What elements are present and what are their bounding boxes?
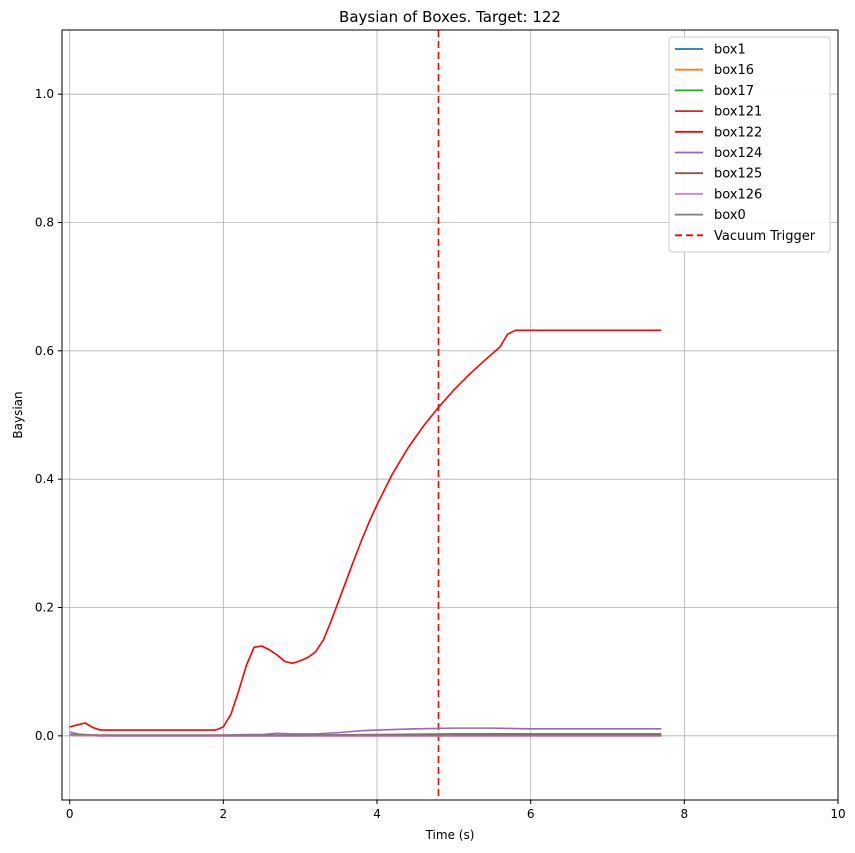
x-tick-label: 2 bbox=[220, 807, 228, 821]
x-tick-label: 4 bbox=[373, 807, 381, 821]
legend-label: box17 bbox=[714, 84, 754, 99]
y-tick-label: 0.6 bbox=[35, 344, 54, 358]
axis-ticks: 0 2 4 6 8 10 0.0 0.2 0.4 0.6 0.8 1.0 bbox=[35, 87, 846, 821]
x-tick-label: 8 bbox=[681, 807, 689, 821]
x-tick-label: 0 bbox=[66, 807, 74, 821]
legend-label: box0 bbox=[714, 208, 746, 223]
y-tick-label: 1.0 bbox=[35, 87, 54, 101]
series-line-box0 bbox=[69, 733, 662, 736]
y-tick-label: 0.4 bbox=[35, 472, 54, 486]
legend-box bbox=[668, 36, 831, 253]
legend-label: box126 bbox=[714, 187, 762, 202]
legend: box1 box16 box17 box121 box122 box124 box125 bo… bbox=[668, 36, 831, 253]
legend-label: box125 bbox=[714, 167, 762, 182]
series-lines bbox=[69, 329, 662, 737]
x-axis-label: Time (s) bbox=[425, 828, 475, 842]
legend-label: box1 bbox=[714, 43, 746, 58]
plot-area-frame bbox=[61, 29, 839, 801]
chart-title: Baysian of Boxes. Target: 122 bbox=[339, 8, 561, 26]
y-tick-label: 0.0 bbox=[35, 729, 54, 743]
x-tick-label: 10 bbox=[830, 807, 845, 821]
y-axis-label: Baysian bbox=[11, 391, 25, 438]
y-tick-label: 0.2 bbox=[35, 601, 54, 615]
series-line-box122 bbox=[69, 329, 662, 731]
legend-label: box16 bbox=[714, 63, 754, 78]
y-tick-label: 0.8 bbox=[35, 216, 54, 230]
legend-label: box121 bbox=[714, 105, 762, 120]
legend-label: box124 bbox=[714, 146, 762, 161]
legend-label: Vacuum Trigger bbox=[714, 229, 816, 244]
x-tick-label: 6 bbox=[527, 807, 535, 821]
legend-label: box122 bbox=[714, 125, 762, 140]
